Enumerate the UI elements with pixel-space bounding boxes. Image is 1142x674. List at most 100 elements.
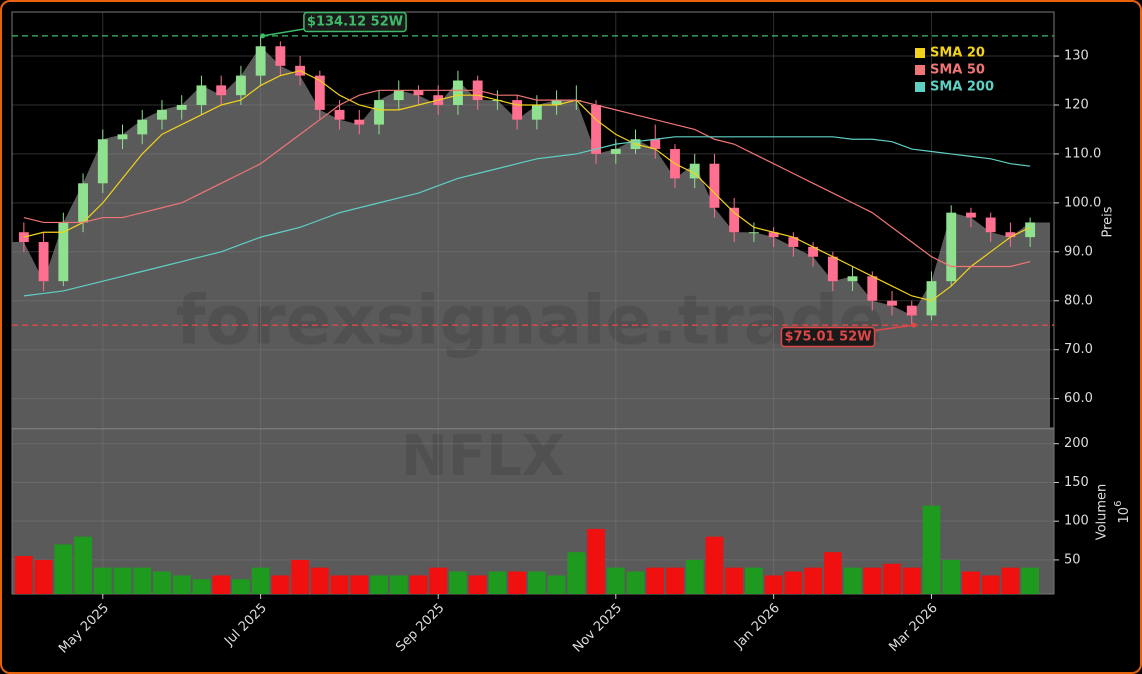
candle-body <box>788 237 799 247</box>
annotation-box <box>780 326 876 348</box>
candle-body <box>847 276 858 282</box>
candle-body <box>650 139 661 150</box>
candle-body <box>867 276 878 301</box>
legend-label: SMA 20 <box>930 46 985 61</box>
volume-bar <box>843 567 862 594</box>
candle-body <box>176 104 187 110</box>
candle-body <box>827 256 838 282</box>
candle-body <box>512 100 523 120</box>
volume-bar <box>823 552 842 594</box>
candle-body <box>38 242 49 282</box>
volume-bar <box>54 544 73 594</box>
volume-bar <box>1021 567 1040 594</box>
volume-bar <box>429 567 448 594</box>
volume-bar <box>251 567 270 594</box>
volume-bar <box>34 559 53 594</box>
volume-bar <box>192 579 211 594</box>
candle-body <box>551 100 562 105</box>
candle-body <box>334 109 345 120</box>
volume-bar <box>745 567 763 594</box>
volume-bar <box>764 575 783 594</box>
candle-body <box>137 119 148 135</box>
volume-bar <box>567 552 586 594</box>
candle-body <box>768 232 779 238</box>
volume-bar <box>113 567 132 594</box>
legend-swatch <box>915 65 925 75</box>
candle-body <box>275 46 286 66</box>
volume-bar <box>666 567 684 594</box>
volume-bar <box>153 571 171 594</box>
candle-body <box>196 85 207 105</box>
sma-line <box>23 136 1031 297</box>
candle-body <box>729 207 740 233</box>
volume-bar <box>547 575 566 594</box>
annotation-label: $134.12 52W <box>307 15 403 30</box>
volume-bar <box>389 575 408 594</box>
volume-bar <box>232 579 250 594</box>
candle-body <box>887 300 897 306</box>
candle-body <box>906 305 917 316</box>
volume-bar <box>488 571 507 594</box>
volume-bar <box>804 567 822 594</box>
candle-body <box>808 246 819 257</box>
volume-bar <box>409 575 428 594</box>
volume-bar <box>133 567 152 594</box>
volume-bar <box>902 567 921 594</box>
candle-body <box>689 163 700 179</box>
volume-bar <box>212 575 231 594</box>
symbol-watermark: NFLX <box>401 424 565 489</box>
candle-body <box>58 222 69 282</box>
legend-label: SMA 200 <box>930 80 994 95</box>
candle-body <box>926 281 937 316</box>
sma-line <box>23 70 1031 302</box>
volume-bar <box>587 528 605 594</box>
y-tick-label: 100 <box>1064 514 1089 529</box>
legend-label: SMA 50 <box>930 63 985 78</box>
candle-body <box>966 212 976 218</box>
candle-body <box>78 183 88 223</box>
y-tick-label: 110.0 <box>1064 146 1101 161</box>
volume-bar <box>883 563 901 594</box>
volume-bar <box>942 559 961 594</box>
exponent-power: 6 <box>1113 501 1124 507</box>
candle-body <box>216 85 227 96</box>
exponent-base: 10 <box>1117 507 1132 524</box>
annotation-arrowhead <box>260 33 266 39</box>
volume-bar <box>606 567 625 594</box>
volume-bar <box>705 536 724 594</box>
volume-bar <box>1001 567 1020 594</box>
candle-body <box>393 90 404 101</box>
y-axis-label: Volumen <box>1095 484 1110 541</box>
annotation-arrowhead <box>911 322 917 328</box>
volume-bar <box>291 559 309 594</box>
volume-bar <box>863 567 882 594</box>
candle-body <box>255 46 266 76</box>
candle-body <box>157 109 167 120</box>
volume-bar <box>981 575 1000 594</box>
candle-body <box>97 139 108 184</box>
volume-bar <box>350 575 369 594</box>
candle-body <box>314 75 325 110</box>
volume-bar <box>449 571 467 594</box>
volume-bar <box>527 571 546 594</box>
candle-body <box>985 217 996 233</box>
candle-body <box>610 149 621 154</box>
volume-bar <box>310 567 329 594</box>
volume-bar <box>685 559 704 594</box>
candle-body <box>235 75 246 96</box>
candle-body <box>117 134 128 140</box>
volume-bar <box>725 567 744 594</box>
volume-bar <box>271 575 290 594</box>
candle-body <box>354 119 365 125</box>
y-tick-label: 50 <box>1064 552 1081 567</box>
volume-bar <box>962 571 980 594</box>
y-tick-label: 200 <box>1064 436 1089 451</box>
candle-body <box>18 232 29 243</box>
y-axis-label: Preis <box>1101 206 1116 237</box>
volume-bar <box>330 575 349 594</box>
y-tick-label: 150 <box>1064 475 1089 490</box>
y-tick-label: 60.0 <box>1064 391 1093 406</box>
y-tick-label: 120 <box>1064 97 1089 112</box>
volume-bar <box>646 567 665 594</box>
